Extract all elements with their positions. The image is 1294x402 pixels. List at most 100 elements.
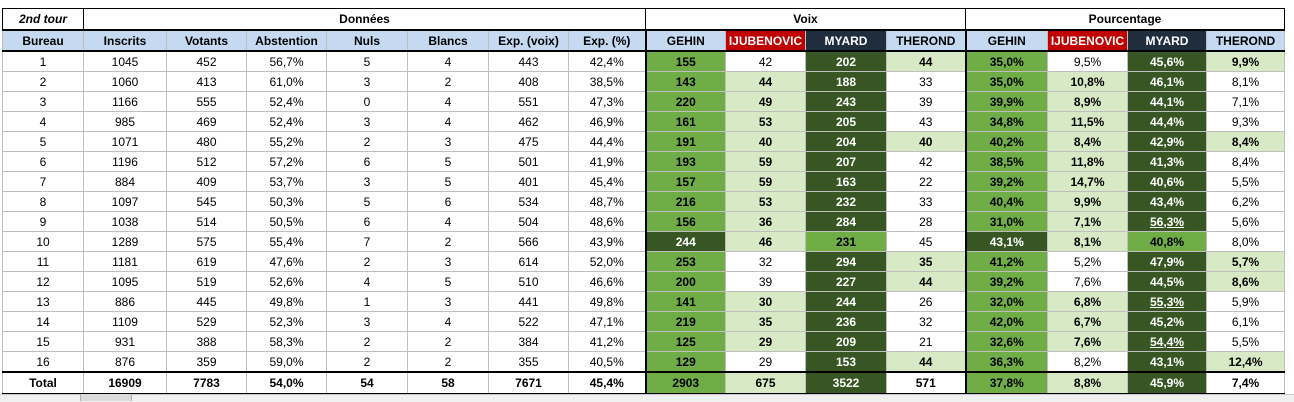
cell-voix-gehin: 155 [644,50,726,72]
cell-exp-pct: 41,2% [568,331,646,352]
table-row: 9 1038 514 50,5% 6 4 504 48,6% 156 36 284 28 31,0% 7,… [2,211,1285,232]
cell-pct-myard: 46,1% [1127,71,1207,92]
cell-pct-gehin: 34,8% [964,111,1048,132]
col-header-voix-ijubenovic: IJUBENOVIC [725,29,806,52]
cell-exp-voix: 384 [488,331,569,352]
col-header-pct-myard: MYARD [1127,29,1207,52]
cell-blancs: 4 [407,50,489,72]
cell-votants: 452 [166,50,247,72]
col-header-votants: Votants [166,29,247,52]
cell-abstention: 56,7% [246,50,327,72]
cell-inscrits: 1071 [83,131,167,152]
col-header-blancs: Blancs [407,29,489,52]
cell-voix-gehin: 156 [644,211,726,232]
cell-abstention: 52,4% [246,111,327,132]
cell-voix-ijubenovic: 59 [725,171,806,192]
cell-voix-myard: 244 [805,291,887,312]
cell-bureau: 3 [2,91,84,112]
cell-voix-myard: 209 [805,331,887,352]
cell-exp-voix: 501 [488,151,569,172]
total-row: Total 16909 7783 54,0% 54 58 7671 45,4% 2903 675 3… [2,371,1285,395]
cell-abstention: 52,6% [246,271,327,292]
cell-voix-therond: 44 [886,50,966,72]
col-header-pct-ijubenovic: IJUBENOVIC [1047,29,1128,52]
cell-bureau: 5 [2,131,84,152]
table-row: 12 1095 519 52,6% 4 5 510 46,6% 200 39 227 44 39,2% 7… [2,271,1285,292]
cell-voix-gehin: 143 [644,71,726,92]
voix-group-header: Voix [645,8,966,31]
group-header-row: 2nd tour Données Voix Pourcentage [2,8,1285,31]
cell-exp-voix: 401 [488,171,569,192]
cell-pct-ijubenovic: 8,2% [1047,351,1128,373]
cell-pct-ijubenovic: 8,9% [1047,91,1128,112]
cell-voix-therond: 28 [886,211,966,232]
cell-voix-ijubenovic: 35 [725,311,806,332]
cell-bureau: 11 [2,251,84,272]
cell-votants: 413 [166,71,247,92]
table-row: 7 884 409 53,7% 3 5 401 45,4% 157 59 163 22 39,2% 14,… [2,171,1285,192]
cell-nuls: 3 [326,171,408,192]
cell-abstention: 59,0% [246,351,327,373]
cell-abstention: 53,7% [246,171,327,192]
cell-inscrits: 1045 [83,50,167,72]
cell-pct-myard: 55,3% [1127,291,1207,312]
cell-pct-myard: 45,2% [1127,311,1207,332]
table-row: 15 931 388 58,3% 2 2 384 41,2% 125 29 209 21 32,6% 7,… [2,331,1285,352]
cell-voix-therond: 21 [886,331,966,352]
cell-exp-voix: 408 [488,71,569,92]
cell-inscrits: 931 [83,331,167,352]
cell-votants: 480 [166,131,247,152]
col-header-abstention: Abstention [246,29,327,52]
cell-pct-ijubenovic: 7,6% [1047,271,1128,292]
cell-blancs: 2 [407,331,489,352]
cell-voix-ijubenovic: 59 [725,151,806,172]
cell-bureau: 4 [2,111,84,132]
sheet-tab[interactable] [80,394,132,401]
cell-exp-voix: 441 [488,291,569,312]
cell-voix-ijubenovic: 29 [725,351,806,373]
cell-bureau: 16 [2,351,84,373]
cell-pct-ijubenovic: 8,4% [1047,131,1128,152]
cell-pct-therond: 6,2% [1206,191,1285,212]
cell-pct-gehin: 42,0% [964,311,1048,332]
cell-votants: 359 [166,351,247,373]
cell-abstention: 55,2% [246,131,327,152]
cell-nuls: 2 [326,351,408,373]
cell-nuls: 1 [326,291,408,312]
cell-abstention: 50,3% [246,191,327,212]
cell-voix-ijubenovic: 42 [725,50,806,72]
cell-blancs: 5 [407,171,489,192]
cell-voix-therond: 43 [886,111,966,132]
cell-pct-gehin: 43,1% [964,231,1048,252]
cell-pct-ijubenovic: 7,6% [1047,331,1128,352]
cell-blancs: 4 [407,311,489,332]
cell-abstention: 61,0% [246,71,327,92]
cell-voix-ijubenovic: 53 [725,191,806,212]
cell-pct-therond: 5,6% [1206,211,1285,232]
cell-exp-pct: 47,1% [568,311,646,332]
cell-pct-myard: 44,5% [1127,271,1207,292]
cell-exp-voix: 522 [488,311,569,332]
cell-exp-pct: 47,3% [568,91,646,112]
results-table: 2nd tour Données Voix Pourcentage Bureau… [2,8,1285,395]
cell-inscrits: 1060 [83,71,167,92]
cell-inscrits: 1181 [83,251,167,272]
cell-voix-gehin: 220 [644,91,726,112]
cell-voix-ijubenovic: 30 [725,291,806,312]
cell-inscrits: 884 [83,171,167,192]
cell-nuls: 2 [326,131,408,152]
cell-voix-gehin: 157 [644,171,726,192]
cell-voix-ijubenovic: 53 [725,111,806,132]
col-header-inscrits: Inscrits [83,29,167,52]
cell-pct-therond: 8,0% [1206,231,1285,252]
cell-pct-myard: 43,4% [1127,191,1207,212]
cell-blancs: 5 [407,271,489,292]
cell-bureau: 1 [2,50,84,72]
cell-voix-myard: 163 [805,171,887,192]
cell-voix-therond: 571 [886,371,966,395]
col-header-bureau: Bureau [2,29,84,52]
cell-voix-gehin: 219 [644,311,726,332]
cell-nuls: 2 [326,331,408,352]
cell-voix-gehin: 244 [644,231,726,252]
sheet-tab-bar[interactable] [0,394,1294,402]
